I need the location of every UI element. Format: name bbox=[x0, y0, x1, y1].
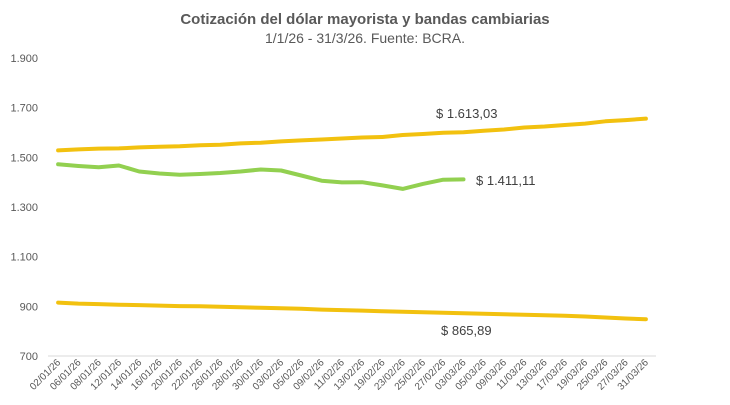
y-tick-label: 900 bbox=[20, 301, 38, 313]
y-tick-label: 1.500 bbox=[10, 152, 38, 164]
series-line-upper-band bbox=[56, 116, 648, 153]
x-axis-ticks: 02/01/2606/01/2608/01/2612/01/2614/01/26… bbox=[28, 357, 651, 393]
spot-rate-label: $ 1.411,11 bbox=[476, 173, 536, 188]
y-tick-label: 1.300 bbox=[10, 202, 38, 214]
series-line-lower-band bbox=[56, 300, 648, 322]
series-layer bbox=[56, 116, 648, 322]
upper-band-label: $ 1.613,03 bbox=[436, 106, 497, 121]
chart-subtitle: 1/1/26 - 31/3/26. Fuente: BCRA. bbox=[265, 30, 465, 46]
y-tick-label: 1.900 bbox=[10, 53, 38, 65]
lower-band-label: $ 865,89 bbox=[441, 323, 492, 338]
y-tick-label: 1.100 bbox=[10, 252, 38, 264]
y-tick-label: 700 bbox=[20, 351, 38, 363]
series-line-spot-rate bbox=[56, 162, 466, 191]
y-tick-label: 1.700 bbox=[10, 103, 38, 115]
y-axis-ticks: 700 900 1.100 1.300 1.500 1.700 1.900 bbox=[10, 53, 38, 363]
chart-title: Cotización del dólar mayorista y bandas … bbox=[180, 11, 549, 28]
